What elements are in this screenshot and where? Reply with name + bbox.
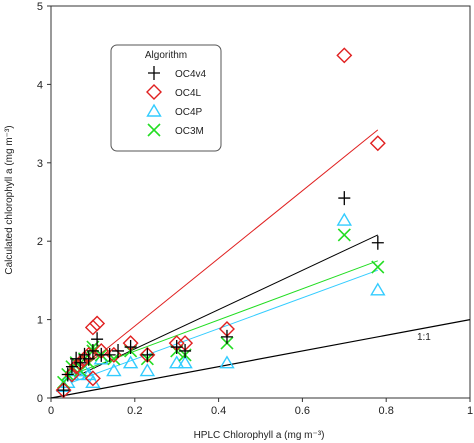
- reference-line-group: 1:1: [50, 319, 471, 399]
- point-oc4v4: [74, 355, 87, 370]
- legend-box: [110, 44, 222, 152]
- series-oc4v4: [57, 191, 384, 398]
- point-oc4p: [122, 355, 139, 369]
- point-oc4v4: [91, 332, 104, 347]
- y-tick-label: 3: [37, 158, 43, 170]
- legend-label-oc4p: OC4P: [175, 107, 203, 118]
- fit-line-oc3m: [71, 260, 378, 375]
- point-oc4p: [370, 282, 386, 296]
- x-tick-label: 0.4: [211, 405, 226, 417]
- legend-label-oc4l: OC4L: [175, 88, 202, 99]
- point-oc4p: [168, 355, 185, 369]
- x-axis-ticks: 0 0.2 0.4 0.6 0.8 1: [48, 398, 473, 417]
- x-tick-label: 0.6: [295, 405, 310, 417]
- point-oc4v4: [124, 340, 137, 355]
- reference-line-label: 1:1: [417, 332, 431, 343]
- y-tick-label: 0: [37, 393, 43, 405]
- y-axis-label: Calculated chlorophyll a (mg m⁻³): [4, 125, 15, 274]
- legend-label-oc4v4: OC4v4: [175, 69, 207, 80]
- fit-lines: [71, 129, 379, 383]
- point-oc4l: [369, 135, 386, 152]
- point-oc4v4: [86, 343, 99, 358]
- point-oc4p: [80, 367, 97, 381]
- x-axis-label: HPLC Chlorophyll a (mg m⁻³): [194, 430, 325, 441]
- legend-title: Algorithm: [145, 50, 187, 61]
- point-oc4v4: [82, 351, 95, 366]
- point-oc4v4: [65, 359, 78, 374]
- x-tick-label: 0.8: [379, 405, 394, 417]
- point-oc4p: [336, 212, 353, 226]
- point-oc4l: [84, 370, 101, 387]
- y-axis-ticks: 0 1 2 3 4 5: [37, 1, 51, 405]
- point-oc4v4: [338, 191, 351, 206]
- x-tick-label: 0.2: [127, 405, 142, 417]
- point-oc4v4: [179, 343, 192, 358]
- point-oc4p: [219, 355, 235, 369]
- y-tick-label: 1: [37, 315, 43, 327]
- point-oc4v4: [170, 340, 183, 355]
- point-oc4v4: [103, 347, 116, 362]
- plot-area-border: [50, 5, 471, 399]
- reference-line-1-1: [50, 319, 471, 399]
- point-oc4p: [177, 355, 193, 369]
- plot-frame: [50, 5, 471, 399]
- point-oc4p: [139, 363, 156, 377]
- y-tick-label: 2: [37, 236, 43, 248]
- point-oc4p: [106, 363, 122, 377]
- data-markers: [55, 47, 386, 399]
- point-oc4v4: [57, 383, 70, 398]
- y-tick-label: 4: [37, 79, 43, 91]
- y-tick-label: 5: [37, 1, 43, 13]
- point-oc4v4: [220, 329, 233, 344]
- legend-marker-oc4v4: [148, 66, 160, 80]
- point-oc4v4: [112, 343, 125, 358]
- fit-line-oc4v4: [80, 234, 379, 375]
- legend: Algorithm OC4v4 OC4L OC4P OC3M: [110, 44, 222, 152]
- point-oc4l: [336, 47, 353, 64]
- series-oc4p: [55, 212, 386, 392]
- legend-marker-oc4l: [146, 84, 162, 100]
- fit-line-oc4l: [84, 129, 379, 368]
- point-oc3m: [337, 228, 351, 242]
- legend-label-oc3m: OC3M: [175, 126, 204, 137]
- x-tick-label: 0: [48, 405, 54, 417]
- point-oc4v4: [61, 367, 74, 382]
- point-oc4v4: [371, 235, 384, 250]
- point-oc4v4: [141, 347, 154, 362]
- x-tick-label: 1: [467, 405, 473, 417]
- legend-marker-oc4p: [146, 103, 162, 117]
- fit-line-oc4p: [71, 269, 378, 383]
- point-oc4l: [84, 319, 101, 336]
- point-oc3m: [371, 260, 385, 274]
- legend-marker-oc3m: [147, 123, 161, 137]
- point-oc4l: [89, 315, 106, 332]
